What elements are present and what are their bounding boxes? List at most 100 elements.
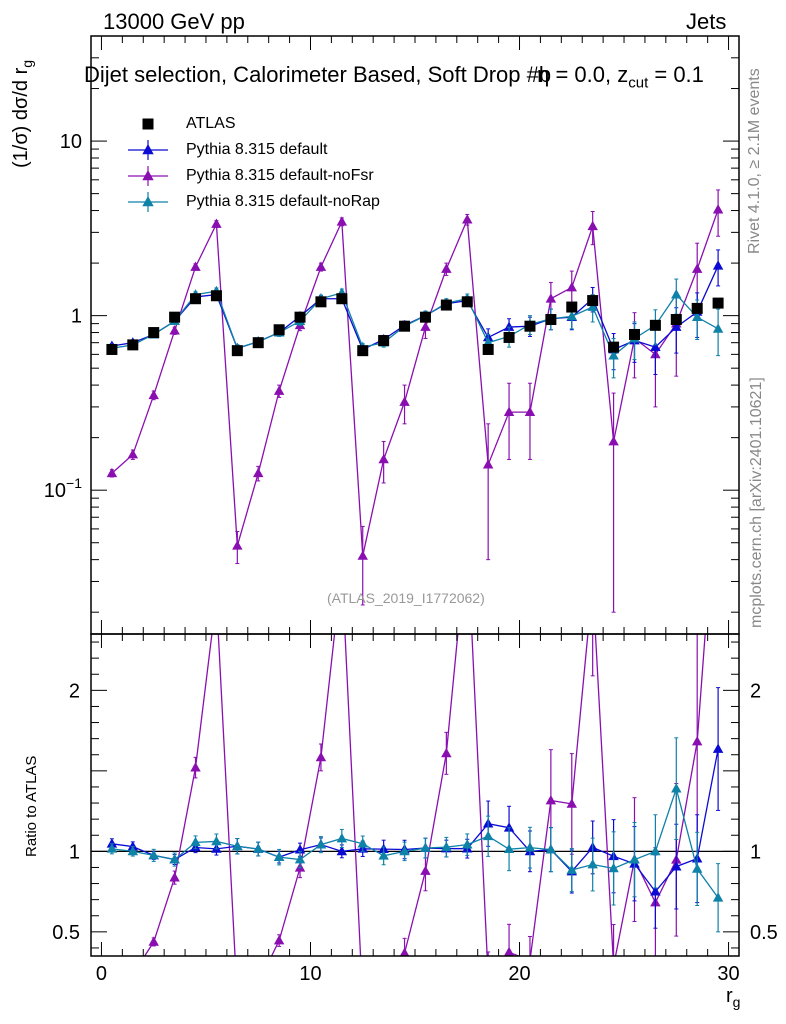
data-point [712, 323, 724, 333]
data-point [712, 260, 724, 270]
ratio-frame [90, 633, 740, 957]
data-point [315, 261, 327, 271]
legend-label-norap: Pythia 8.315 default-noRap [186, 193, 380, 210]
data-point [169, 311, 181, 323]
ratio-point [315, 751, 327, 762]
data-point [628, 328, 640, 340]
energy-label: 13000 GeV pp [103, 9, 245, 34]
ratio-point [148, 849, 159, 860]
ratio-point [253, 843, 264, 853]
ratio-point [587, 859, 598, 869]
ratio-point [671, 861, 682, 871]
ratio-point [337, 562, 347, 571]
legend-marker-atlas [142, 118, 154, 130]
data-point [712, 204, 724, 214]
data-point [336, 293, 348, 305]
ratio-point [420, 842, 431, 852]
ratio-point [399, 947, 410, 956]
data-point [524, 406, 536, 416]
x-tick-label: 20 [508, 963, 530, 985]
x-axis-label-text: r [726, 985, 733, 1007]
y-axis-label-ratio: Ratio to ATLAS [23, 755, 40, 857]
analysis-id: (ATLAS_2019_I1772062) [327, 590, 485, 606]
data-point [273, 324, 285, 336]
ratio-y-tick-label: 0.5 [52, 922, 80, 944]
data-point [336, 216, 348, 226]
ratio-point [253, 978, 263, 987]
x-tick-label: 10 [299, 963, 321, 985]
title-end: = 0.1 [648, 62, 704, 87]
category-label: Jets [686, 9, 727, 34]
ratio-point [608, 862, 619, 873]
data-point [399, 396, 410, 406]
data-point [649, 319, 661, 331]
ratio-point [545, 844, 557, 854]
data-point [608, 436, 619, 446]
data-point [545, 293, 557, 303]
data-point [691, 311, 703, 322]
data-point [691, 302, 703, 314]
ratio-point [650, 845, 661, 856]
ratio-point [232, 995, 242, 1004]
legend-label-default: Pythia 8.315 default [186, 141, 328, 158]
ratio-point [420, 865, 431, 875]
title-eta: η = 0.0, z [537, 62, 629, 87]
ratio-point [566, 864, 577, 874]
legend-marker [142, 196, 154, 207]
data-point [210, 290, 222, 302]
data-point [357, 550, 368, 560]
data-point [691, 263, 703, 273]
ratio-point [378, 973, 388, 982]
ratio-point [127, 845, 139, 856]
series-line-pythia-8-315-default [111, 265, 719, 351]
x-tick-label: 0 [96, 963, 107, 985]
data-point [231, 345, 243, 357]
data-point [566, 301, 578, 313]
ratio-point [169, 872, 180, 882]
ratio-point [650, 886, 661, 896]
ratio-point [358, 996, 368, 1005]
ratio-point [232, 840, 243, 851]
ratio-point [691, 863, 703, 873]
data-point [378, 453, 389, 464]
ratio-point [441, 747, 452, 758]
ratio-point [462, 839, 473, 849]
legend-marker [142, 170, 154, 181]
data-point [587, 295, 599, 307]
data-point [671, 321, 682, 331]
ratio-point [378, 850, 389, 860]
ratio-point [336, 832, 348, 843]
ratio-point [106, 838, 118, 848]
data-point [252, 337, 264, 349]
data-point [294, 311, 306, 323]
data-point [232, 540, 243, 550]
data-point [503, 321, 515, 331]
ratio-point [190, 762, 201, 772]
ratio-point [190, 836, 201, 847]
ratio-point [107, 975, 117, 984]
ratio-point [441, 841, 452, 851]
data-point [441, 263, 452, 273]
ratio-y-tick-label-right: 2 [750, 680, 761, 702]
ratio-point [503, 843, 515, 854]
data-point [127, 449, 139, 459]
data-point [503, 406, 515, 416]
data-point [461, 296, 473, 308]
ratio-point [315, 839, 327, 849]
ratio-point [503, 822, 515, 832]
data-point [566, 310, 577, 321]
data-point [357, 345, 369, 357]
ratio-point [587, 578, 597, 587]
ratio-point [128, 969, 138, 978]
y-tick-label: 10−1 [44, 475, 82, 502]
data-point [190, 261, 201, 271]
legend-marker [142, 144, 154, 155]
legend-label-nofsr: Pythia 8.315 default-noFsr [186, 167, 374, 184]
ratio-line-pythia-8-315-default [111, 748, 719, 893]
ratio-line-pythia-8-315-default-nofsr [143, 634, 706, 956]
data-point [106, 467, 118, 478]
data-point [482, 459, 494, 469]
data-point [148, 327, 160, 339]
ratio-y-tick-label: 2 [69, 680, 80, 702]
